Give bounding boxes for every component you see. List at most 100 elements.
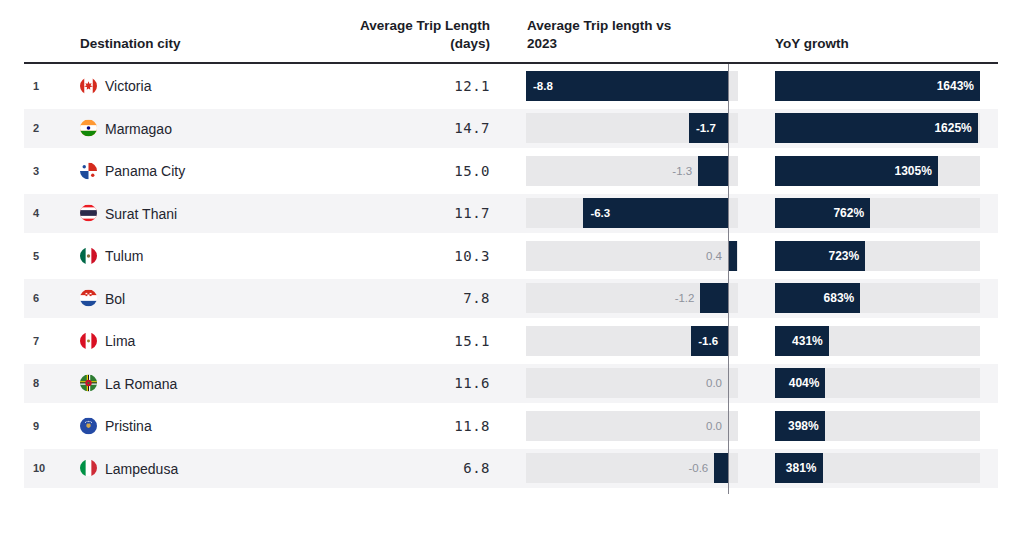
yoy-growth-value-label: 381% <box>786 461 817 475</box>
rank-label: 7 <box>33 335 39 347</box>
table-row: 2Marmagao14.7-1.71625% <box>24 109 998 149</box>
vs-2023-bar-track: -6.3 <box>526 198 738 228</box>
city-cell: Lima <box>80 332 135 349</box>
yoy-growth-value-label: 431% <box>792 334 823 348</box>
rank-label: 9 <box>33 420 39 432</box>
vs-2023-value-label: -0.6 <box>688 462 708 474</box>
thailand-flag-icon <box>80 205 97 222</box>
vs-2023-bar <box>728 241 737 271</box>
rank-label: 10 <box>33 462 45 474</box>
india-flag-icon <box>80 120 97 137</box>
yoy-growth-value-label: 723% <box>829 249 860 263</box>
rank-label: 5 <box>33 250 39 262</box>
avg-trip-length-value: 14.7 <box>360 120 490 136</box>
avg-trip-length-value: 12.1 <box>360 78 490 94</box>
table-body: 1Victoria12.1-8.81643%2Marmagao14.7-1.71… <box>24 66 998 491</box>
rank-label: 1 <box>33 80 39 92</box>
city-name: Bol <box>105 290 125 306</box>
avg-trip-length-value: 11.7 <box>360 205 490 221</box>
vs-2023-bar-track: 0.4 <box>526 241 738 271</box>
vs-2023-value-label: 0.0 <box>706 420 722 432</box>
avg-trip-length-value: 15.1 <box>360 333 490 349</box>
table-header: Destination city Average Trip Length (da… <box>24 0 998 64</box>
dominica-flag-icon <box>80 375 97 392</box>
city-cell: Victoria <box>80 77 151 94</box>
avg-trip-length-value: 10.3 <box>360 248 490 264</box>
city-cell: Marmagao <box>80 120 172 137</box>
vs-2023-value-label: -1.2 <box>675 292 695 304</box>
city-cell: Bol <box>80 290 125 307</box>
rank-label: 8 <box>33 377 39 389</box>
vs-2023-value-label: -1.6 <box>698 335 718 347</box>
city-cell: Panama City <box>80 162 185 179</box>
vs-2023-bar <box>700 283 728 313</box>
vs-2023-bar <box>714 453 728 483</box>
yoy-growth-value-label: 1643% <box>937 79 974 93</box>
canada-flag-icon <box>80 77 97 94</box>
header-vs-2023-line2: 2023 <box>527 35 747 53</box>
table-row: 8 La Romana 11.6 0.0 404% <box>24 364 998 404</box>
yoy-bar-track: 723% <box>775 241 980 271</box>
header-avg-trip-length: Average Trip Length (days) <box>282 17 490 53</box>
city-name: Panama City <box>105 163 185 179</box>
destination-trip-table: Destination city Average Trip Length (da… <box>0 0 1024 539</box>
vs-2023-value-label: 0.4 <box>706 250 722 262</box>
italy-flag-icon <box>80 460 97 477</box>
croatia-flag-icon <box>80 290 97 307</box>
rank-label: 4 <box>33 207 39 219</box>
panama-flag-icon <box>80 162 97 179</box>
header-vs-2023: Average Trip length vs 2023 <box>527 17 747 53</box>
vs-2023-bar-track: 0.0 <box>526 411 738 441</box>
vs-2023-value-label: -1.7 <box>696 122 716 134</box>
yoy-growth-value-label: 398% <box>788 419 819 433</box>
avg-trip-length-value: 7.8 <box>360 290 490 306</box>
city-cell: Lampedusa <box>80 460 178 477</box>
avg-trip-length-value: 11.8 <box>360 418 490 434</box>
header-vs-2023-line1: Average Trip length vs <box>527 17 747 35</box>
vs-2023-bar <box>526 71 728 101</box>
rank-label: 3 <box>33 165 39 177</box>
vs-2023-bar-track: -0.6 <box>526 453 738 483</box>
avg-trip-length-value: 15.0 <box>360 163 490 179</box>
city-cell: Surat Thani <box>80 205 177 222</box>
header-destination-city: Destination city <box>80 35 181 53</box>
yoy-growth-value-label: 404% <box>789 376 820 390</box>
yoy-bar-track: 1305% <box>775 156 980 186</box>
vs-2023-bar-track: -1.7 <box>526 113 738 143</box>
city-name: Surat Thani <box>105 205 177 221</box>
city-cell: La Romana <box>80 375 177 392</box>
table-row: 7 Lima 15.1 -1.6 431% <box>24 321 998 361</box>
vs-2023-bar-track: -8.8 <box>526 71 738 101</box>
yoy-bar-track: 1643% <box>775 71 980 101</box>
city-name: Marmagao <box>105 120 172 136</box>
yoy-bar-track: 431% <box>775 326 980 356</box>
header-avg-trip-length-line2: (days) <box>282 35 490 53</box>
kosovo-flag-icon <box>80 417 97 434</box>
rank-label: 6 <box>33 292 39 304</box>
vs-2023-value-label: -6.3 <box>590 207 610 219</box>
city-name: Victoria <box>105 78 151 94</box>
table-row: 4Surat Thani11.7-6.3762% <box>24 194 998 234</box>
city-name: Tulum <box>105 248 143 264</box>
table-row: 9Pristina11.80.0398% <box>24 406 998 446</box>
vs-2023-bar-track: -1.3 <box>526 156 738 186</box>
table-row: 3 Panama City 15.0 -1.3 1305% <box>24 151 998 191</box>
vs-2023-value-label: -8.8 <box>533 80 553 92</box>
mexico-flag-icon <box>80 247 97 264</box>
yoy-growth-value-label: 1305% <box>894 164 931 178</box>
yoy-bar-track: 683% <box>775 283 980 313</box>
city-name: Lampedusa <box>105 460 178 476</box>
vs-2023-bar-track: -1.2 <box>526 283 738 313</box>
peru-flag-icon <box>80 332 97 349</box>
avg-trip-length-value: 11.6 <box>360 375 490 391</box>
city-cell: Tulum <box>80 247 143 264</box>
vs-2023-bar-track: 0.0 <box>526 368 738 398</box>
yoy-growth-value-label: 683% <box>824 291 855 305</box>
vs-2023-bar-track: -1.6 <box>526 326 738 356</box>
yoy-bar-track: 398% <box>775 411 980 441</box>
yoy-bar-track: 1625% <box>775 113 980 143</box>
header-yoy-growth: YoY growth <box>775 35 849 53</box>
yoy-bar-track: 381% <box>775 453 980 483</box>
table-row: 10Lampedusa6.8-0.6381% <box>24 449 998 489</box>
zero-baseline <box>728 64 729 494</box>
